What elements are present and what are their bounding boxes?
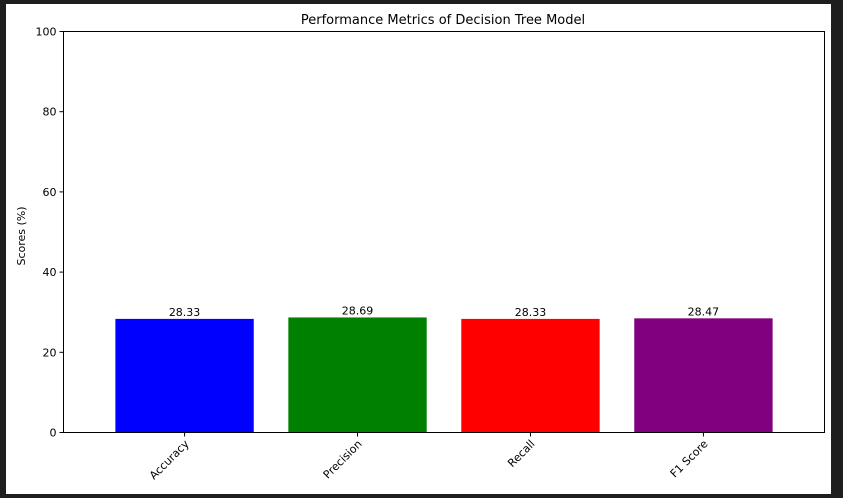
x-tick-label: Accuracy bbox=[147, 437, 192, 482]
value-label: 28.33 bbox=[169, 306, 201, 319]
chart-figure: Performance Metrics of Decision Tree Mod… bbox=[6, 4, 831, 494]
bar-accuracy bbox=[115, 318, 254, 433]
y-axis-label: Scores (%) bbox=[15, 206, 28, 265]
value-label: 28.47 bbox=[688, 305, 720, 318]
bar-recall bbox=[461, 318, 600, 433]
y-tick-label: 80 bbox=[43, 106, 57, 119]
y-tick-label: 60 bbox=[43, 186, 57, 199]
x-tick-label: Recall bbox=[505, 437, 537, 469]
chart-title: Performance Metrics of Decision Tree Mod… bbox=[301, 13, 585, 28]
y-tick-label: 40 bbox=[43, 266, 57, 279]
y-axis-ticks: 0 20 40 60 80 100 bbox=[36, 26, 64, 440]
x-tick-label: Precision bbox=[321, 437, 365, 481]
bar-precision bbox=[288, 317, 427, 433]
y-tick-label: 0 bbox=[50, 427, 57, 440]
bar-chart: Performance Metrics of Decision Tree Mod… bbox=[15, 13, 825, 482]
value-label: 28.33 bbox=[515, 306, 547, 319]
value-label: 28.69 bbox=[342, 304, 374, 317]
value-labels-layer: 28.33 28.69 28.33 28.47 bbox=[169, 304, 719, 318]
bar-f1-score bbox=[634, 318, 773, 433]
x-axis-ticks: Accuracy Precision Recall F1 Score bbox=[147, 432, 711, 482]
bars-layer bbox=[115, 317, 773, 433]
x-tick-label: F1 Score bbox=[668, 437, 711, 480]
y-tick-label: 20 bbox=[43, 346, 57, 359]
y-tick-label: 100 bbox=[36, 26, 57, 39]
plot-frame bbox=[63, 31, 825, 433]
